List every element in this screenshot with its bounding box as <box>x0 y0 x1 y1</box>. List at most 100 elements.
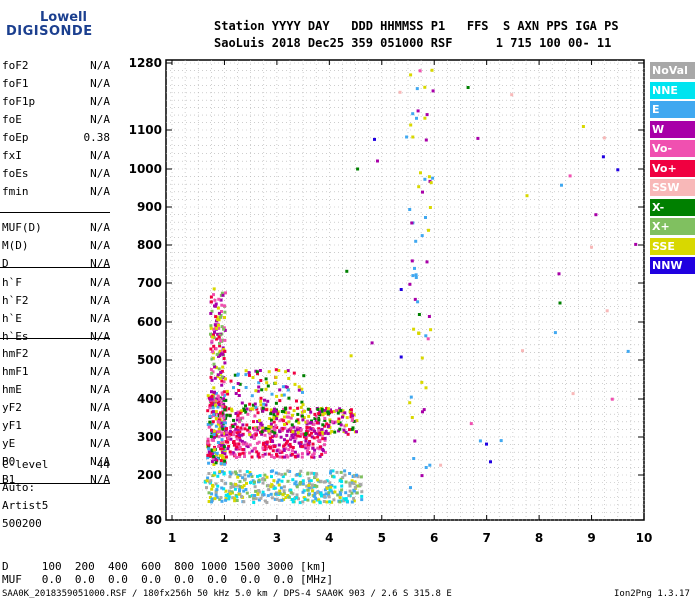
data-point <box>248 402 252 406</box>
data-point <box>220 310 223 313</box>
param-row: fxI N/A <box>2 148 110 163</box>
data-point <box>213 445 216 449</box>
data-point <box>254 405 258 409</box>
data-point <box>273 497 277 501</box>
data-point <box>261 490 265 494</box>
data-point <box>219 371 223 374</box>
data-point <box>214 325 218 329</box>
data-point <box>425 113 429 117</box>
data-point <box>349 415 353 419</box>
data-point <box>261 426 265 430</box>
y-tick-label: 500 <box>137 353 162 367</box>
data-point <box>284 411 288 415</box>
data-point <box>224 377 227 381</box>
data-point <box>431 176 435 180</box>
data-point <box>283 423 286 426</box>
data-point <box>261 446 265 450</box>
data-point <box>245 444 249 448</box>
data-point <box>223 431 227 435</box>
data-point <box>287 420 291 424</box>
data-point <box>251 403 255 407</box>
data-point <box>210 487 214 491</box>
data-point <box>314 414 318 418</box>
data-point <box>352 496 356 500</box>
data-point <box>229 379 233 383</box>
legend-item-vominus: Vo- <box>650 140 695 157</box>
data-point <box>282 485 286 489</box>
data-point <box>287 495 291 499</box>
data-point <box>222 380 226 384</box>
data-point <box>206 476 210 480</box>
data-point <box>323 424 326 428</box>
data-point <box>210 309 214 313</box>
data-point <box>223 304 227 308</box>
data-point <box>304 444 308 448</box>
data-point <box>281 455 285 459</box>
data-point <box>235 445 239 449</box>
data-point <box>351 475 355 478</box>
data-point <box>214 416 218 420</box>
data-point <box>312 429 316 433</box>
data-point <box>222 457 226 461</box>
data-point <box>245 470 249 474</box>
data-point <box>571 392 575 396</box>
data-point <box>352 489 356 493</box>
data-point <box>209 375 213 379</box>
data-point <box>286 479 290 483</box>
data-point <box>353 485 357 489</box>
data-point <box>421 410 424 414</box>
data-point <box>220 438 224 442</box>
param-row: h`F2 N/A <box>2 293 110 308</box>
data-point <box>267 445 271 449</box>
data-point <box>234 392 238 395</box>
data-point <box>261 481 265 485</box>
data-point <box>590 245 593 249</box>
data-point <box>242 489 246 493</box>
data-point <box>270 435 274 439</box>
data-point <box>220 325 224 329</box>
data-point <box>269 437 272 440</box>
data-point <box>289 488 293 492</box>
data-point <box>248 433 252 437</box>
data-point <box>280 429 284 433</box>
data-point <box>348 484 352 488</box>
data-point <box>220 425 224 429</box>
data-point <box>236 372 240 376</box>
data-point <box>272 456 276 459</box>
data-point <box>256 452 260 456</box>
param-value: N/A <box>90 185 110 198</box>
data-point <box>275 417 278 421</box>
data-point <box>278 455 282 459</box>
data-point <box>209 332 212 336</box>
data-point <box>411 112 415 116</box>
data-point <box>238 487 242 491</box>
data-point <box>238 474 242 477</box>
data-point <box>264 377 268 381</box>
data-point <box>245 481 248 485</box>
data-point <box>235 431 239 435</box>
param-row: foEs N/A <box>2 166 110 181</box>
data-point <box>297 441 301 445</box>
data-point <box>237 442 241 446</box>
data-point <box>219 313 223 317</box>
data-point <box>228 475 232 479</box>
data-point <box>209 295 213 299</box>
data-point <box>274 381 278 385</box>
data-point <box>427 315 431 318</box>
data-point <box>263 398 266 402</box>
data-point <box>231 451 235 455</box>
data-point <box>253 480 256 484</box>
data-point <box>409 73 413 77</box>
data-point <box>329 469 333 473</box>
data-point <box>289 491 293 495</box>
data-point <box>209 312 213 315</box>
data-point <box>270 453 274 457</box>
data-point <box>325 500 329 504</box>
data-point <box>320 494 323 498</box>
data-point <box>230 431 234 434</box>
data-point <box>405 135 409 139</box>
data-point <box>318 410 322 414</box>
data-point <box>212 362 216 366</box>
data-point <box>247 430 251 434</box>
data-point <box>210 401 214 405</box>
